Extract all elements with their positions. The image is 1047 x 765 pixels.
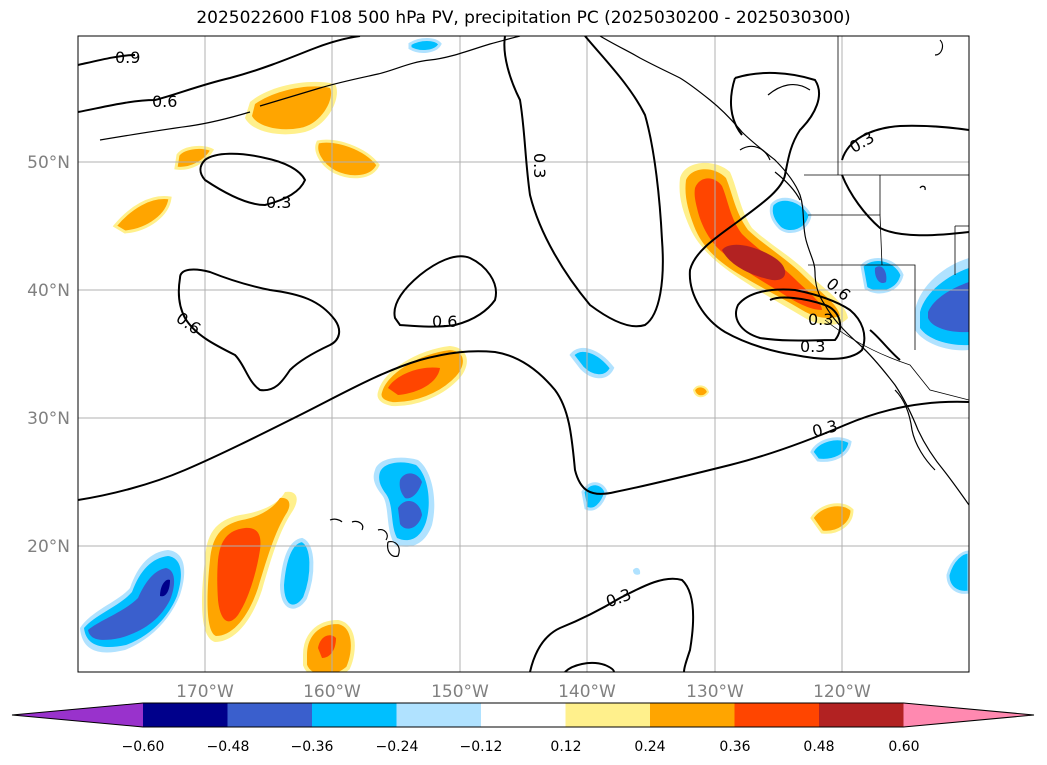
colorbar-outline <box>11 702 1035 728</box>
lon-label: 150°W <box>431 682 489 702</box>
colorbar-segment <box>143 703 228 727</box>
colorbar-segment <box>227 703 313 727</box>
map-title: 2025022600 F108 500 hPa PV, precipitatio… <box>196 8 851 28</box>
colorbar-tick-label: 0.60 <box>888 739 919 755</box>
positive-anomaly-north-pacific-a <box>315 139 380 179</box>
positive-anomaly-small-a <box>692 385 710 398</box>
lon-label: 130°W <box>686 682 744 702</box>
contour-label: 0.6 <box>152 92 177 111</box>
contour-label: 0.6 <box>432 312 457 331</box>
colorbar-segment <box>481 703 566 727</box>
colorbar-segment <box>312 703 397 727</box>
negative-anomaly-hawaii <box>373 457 435 547</box>
colorbar-extend-high <box>903 703 1034 727</box>
colorbar-tick-label: 0.24 <box>634 739 665 755</box>
colorbar-segment <box>734 703 820 727</box>
contour-label: 0.3 <box>266 193 291 212</box>
positive-anomaly-small-b <box>810 503 854 534</box>
precip-shading <box>80 38 969 672</box>
colorbar-tick-label: 0.36 <box>719 739 750 755</box>
lat-label: 30°N <box>27 409 70 429</box>
positive-anomaly-north-pacific-c <box>112 196 172 234</box>
pv-contours <box>78 36 969 672</box>
colorbar-tick-label: −0.60 <box>122 739 165 755</box>
colorbar-tick-label: −0.24 <box>376 739 419 755</box>
contour-label: 0.3 <box>808 310 833 329</box>
lon-label: 170°W <box>176 682 234 702</box>
colorbar-segment <box>650 703 735 727</box>
lat-label: 20°N <box>27 537 70 557</box>
contour-label: 0.3 <box>603 585 633 612</box>
lon-label: 120°W <box>813 682 871 702</box>
map-frame <box>77 35 970 673</box>
negative-anomaly-southwest <box>80 550 185 653</box>
lon-label: 160°W <box>303 682 361 702</box>
colorbar-ticks: −0.60 −0.48 −0.36 −0.24 −0.12 0.12 0.24 … <box>122 739 920 755</box>
colorbar-segment <box>565 703 651 727</box>
colorbar-tick-label: −0.36 <box>291 739 334 755</box>
coastlines <box>99 36 969 557</box>
colorbar-tick-label: 0.12 <box>550 739 581 755</box>
lat-label: 50°N <box>27 153 70 173</box>
colorbar-tick-label: 0.48 <box>803 739 834 755</box>
colorbar-tick-label: −0.12 <box>460 739 503 755</box>
positive-anomaly-subtropical-west <box>202 491 297 642</box>
negative-anomaly-hawaii-west <box>279 537 314 609</box>
contour-label: 0.3 <box>530 153 549 178</box>
graticule <box>78 36 969 672</box>
negative-anomaly-interior-west <box>915 258 969 351</box>
positive-anomaly-atmospheric-river <box>679 162 848 325</box>
colorbar <box>11 702 1035 728</box>
lat-label: 40°N <box>27 281 70 301</box>
latitude-labels: 50°N 40°N 30°N 20°N <box>27 153 70 557</box>
positive-anomaly-aleutian <box>245 81 337 135</box>
negative-anomaly-east-pacific <box>569 347 615 379</box>
colorbar-segment <box>819 703 904 727</box>
colorbar-extend-low <box>12 703 143 727</box>
longitude-labels: 170°W 160°W 150°W 140°W 130°W 120°W <box>176 682 871 702</box>
contour-label: 0.3 <box>800 337 825 356</box>
colorbar-segment <box>396 703 482 727</box>
colorbar-tick-label: −0.48 <box>207 739 250 755</box>
positive-anomaly-north-pacific-b <box>174 145 215 170</box>
contour-label: 0.9 <box>115 48 140 67</box>
lon-label: 140°W <box>558 682 616 702</box>
